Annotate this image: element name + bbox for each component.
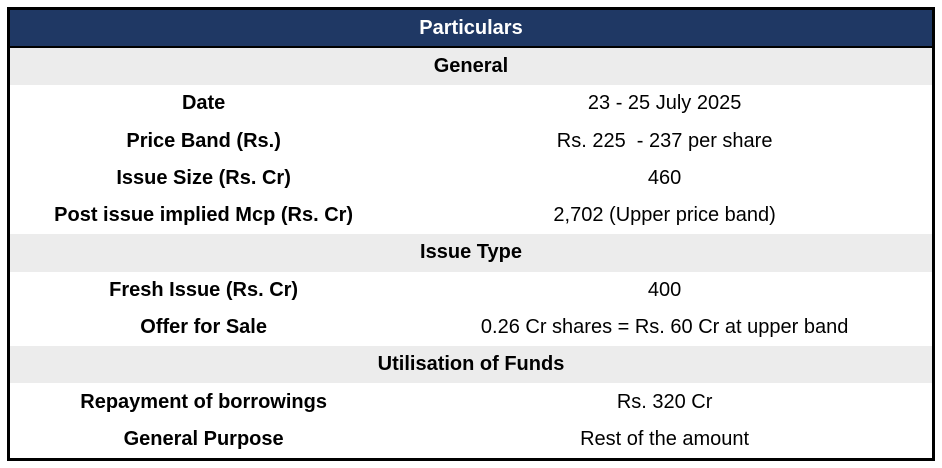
table-row: Offer for Sale 0.26 Cr shares = Rs. 60 C…: [10, 308, 932, 347]
row-value: 460: [647, 166, 682, 189]
table-row: Repayment of borrowings Rs. 320 Cr: [10, 383, 932, 421]
table-row: Date 23 - 25 July 2025: [10, 85, 932, 123]
row-label: General Purpose: [123, 427, 284, 450]
row-value: Rs. 320 Cr: [616, 390, 713, 413]
ipo-particulars-table: Particulars General Date 23 - 25 July 20…: [7, 7, 935, 461]
row-value: 2,702 (Upper price band): [553, 204, 776, 227]
table-header: Particulars: [10, 10, 932, 48]
row-label: Offer for Sale: [140, 315, 267, 338]
row-label: Issue Size (Rs. Cr): [116, 166, 291, 189]
table-row: General Purpose Rest of the amount: [10, 420, 932, 458]
row-value: Rest of the amount: [580, 427, 750, 450]
section-heading-issue-type: Issue Type: [10, 234, 932, 272]
row-label: Repayment of borrowings: [80, 390, 327, 413]
section-heading-utilisation-of-funds: Utilisation of Funds: [10, 346, 932, 384]
row-value: 23 - 25 July 2025: [587, 92, 742, 115]
row-label: Price Band (Rs.): [126, 129, 281, 152]
row-label: Post issue implied Mcp (Rs. Cr): [54, 204, 354, 227]
section-heading-label: Utilisation of Funds: [377, 353, 565, 376]
table-row: Fresh Issue (Rs. Cr) 400: [10, 271, 932, 309]
table-body: General Date 23 - 25 July 2025 Price Ban…: [10, 48, 932, 458]
section-heading-label: General: [433, 55, 509, 78]
section-heading-general: General: [10, 48, 932, 86]
row-label: Date: [181, 92, 226, 115]
row-value: Rs. 225 - 237 per share: [556, 129, 773, 152]
section-heading-label: Issue Type: [420, 241, 522, 264]
row-label: Fresh Issue (Rs. Cr): [109, 278, 299, 301]
row-value: 0.26 Cr shares = Rs. 60 Cr at upper band: [480, 315, 849, 338]
row-value: 400: [647, 278, 682, 301]
table-row: Issue Size (Rs. Cr) 460: [10, 159, 932, 198]
table-row: Price Band (Rs.) Rs. 225 - 237 per share: [10, 122, 932, 160]
table-title: Particulars: [419, 16, 523, 39]
table-row: Post issue implied Mcp (Rs. Cr) 2,702 (U…: [10, 197, 932, 235]
